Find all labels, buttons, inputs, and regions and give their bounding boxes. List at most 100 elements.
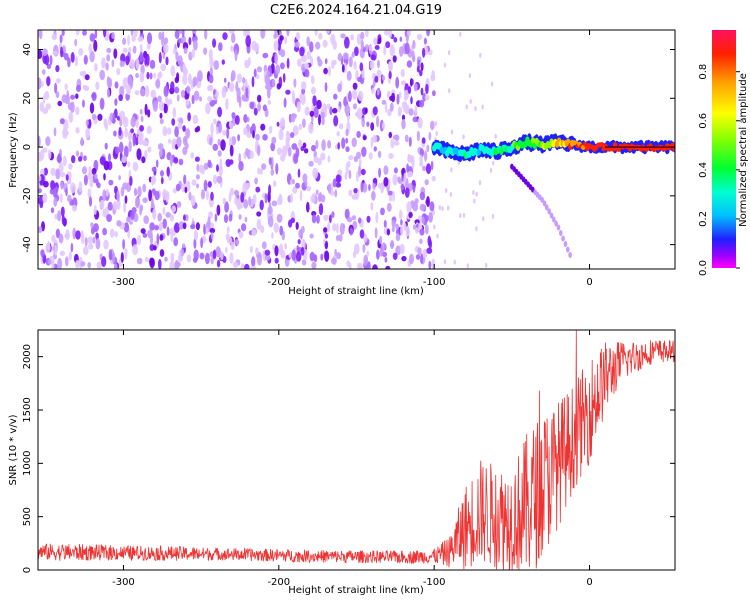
- noise-blob: [65, 256, 69, 267]
- noise-blob: [312, 167, 319, 179]
- noise-blob: [62, 127, 68, 139]
- noise-blob: [345, 137, 349, 144]
- noise-blob: [207, 216, 211, 227]
- signal-core: [599, 142, 605, 148]
- noise-blob: [344, 104, 351, 115]
- noise-blob: [161, 35, 164, 46]
- noise-blob: [353, 60, 357, 71]
- noise-blob: [146, 32, 153, 45]
- secondary-trace-blob: [549, 212, 554, 219]
- noise-blob: [347, 217, 353, 223]
- noise-blob: [228, 136, 233, 148]
- noise-blob: [232, 261, 239, 269]
- noise-blob: [265, 84, 269, 90]
- noise-blob: [180, 89, 186, 98]
- noise-blob: [174, 86, 180, 94]
- noise-blob: [132, 135, 136, 147]
- noise-blob: [291, 90, 295, 102]
- noise-blob: [158, 259, 162, 269]
- noise-blob: [414, 105, 418, 115]
- noise-blob: [327, 155, 331, 163]
- noise-blob: [419, 154, 423, 164]
- noise-blob: [84, 237, 88, 247]
- noise-blob: [132, 244, 139, 256]
- noise-blob: [381, 242, 387, 251]
- noise-blob: [268, 125, 273, 134]
- noise-blob: [275, 163, 279, 175]
- noise-blob: [87, 236, 93, 244]
- noise-blob: [222, 129, 227, 136]
- noise-blob: [147, 146, 152, 153]
- noise-blob: [75, 106, 80, 116]
- noise-blob: [309, 251, 315, 262]
- y-tick-label: 1000: [22, 451, 33, 476]
- noise-blob: [255, 133, 260, 141]
- noise-blob: [351, 137, 357, 148]
- noise-blob: [45, 136, 51, 147]
- noise-blob: [57, 258, 63, 269]
- noise-blob: [245, 35, 251, 48]
- noise-blob: [238, 214, 242, 220]
- noise-blob: [238, 161, 244, 171]
- noise-blob: [386, 202, 392, 212]
- noise-blob: [205, 102, 211, 115]
- noise-blob: [89, 178, 94, 188]
- y-tick-label: 20: [22, 92, 33, 105]
- noise-blob: [176, 72, 180, 82]
- noise-blob: [312, 95, 317, 107]
- noise-blob: [216, 164, 219, 173]
- noise-blob: [431, 70, 435, 80]
- noise-blob: [157, 95, 162, 103]
- noise-blob: [175, 51, 179, 61]
- noise-blob: [406, 201, 412, 214]
- snr-series-line: [38, 330, 675, 570]
- snr-frame: [37, 329, 676, 571]
- noise-blob: [85, 127, 91, 139]
- noise-blob: [388, 30, 392, 39]
- noise-blob: [343, 52, 349, 60]
- noise-blob: [299, 46, 305, 57]
- noise-blob: [99, 97, 105, 110]
- noise-blob: [210, 191, 214, 201]
- noise-blob: [349, 227, 354, 236]
- colorbar-tick-label: 0.2: [698, 211, 709, 227]
- noise-blob: [362, 244, 366, 253]
- noise-blob: [448, 88, 451, 94]
- noise-blob: [409, 78, 413, 87]
- noise-blob: [135, 119, 139, 128]
- noise-blob: [45, 243, 51, 253]
- noise-blob: [162, 206, 166, 215]
- noise-blob: [142, 183, 147, 193]
- noise-blob: [221, 59, 225, 65]
- noise-blob: [401, 255, 407, 262]
- noise-blob: [262, 104, 267, 112]
- noise-blob: [225, 246, 228, 253]
- noise-blob: [302, 118, 306, 128]
- noise-blob: [304, 62, 309, 70]
- noise-blob: [414, 198, 419, 204]
- noise-blob: [298, 139, 302, 149]
- noise-blob: [135, 196, 140, 209]
- noise-blob: [388, 61, 393, 71]
- noise-blob: [159, 112, 163, 119]
- noise-blob: [200, 237, 204, 249]
- noise-blob: [59, 250, 66, 256]
- noise-blob: [111, 59, 115, 68]
- noise-blob: [82, 166, 87, 175]
- noise-blob: [103, 173, 106, 181]
- noise-blob: [337, 142, 341, 150]
- noise-blob: [405, 226, 410, 237]
- noise-blob: [182, 125, 186, 132]
- noise-blob: [229, 252, 234, 264]
- noise-blob: [251, 40, 257, 51]
- noise-blob: [44, 91, 50, 100]
- noise-blob: [40, 80, 44, 88]
- noise-blob: [318, 114, 321, 126]
- noise-blob: [333, 115, 339, 127]
- noise-blob: [238, 231, 244, 239]
- noise-blob: [337, 169, 343, 176]
- noise-blob: [271, 79, 276, 88]
- noise-blob: [390, 138, 395, 149]
- noise-blob: [301, 259, 307, 266]
- noise-blob: [388, 152, 394, 160]
